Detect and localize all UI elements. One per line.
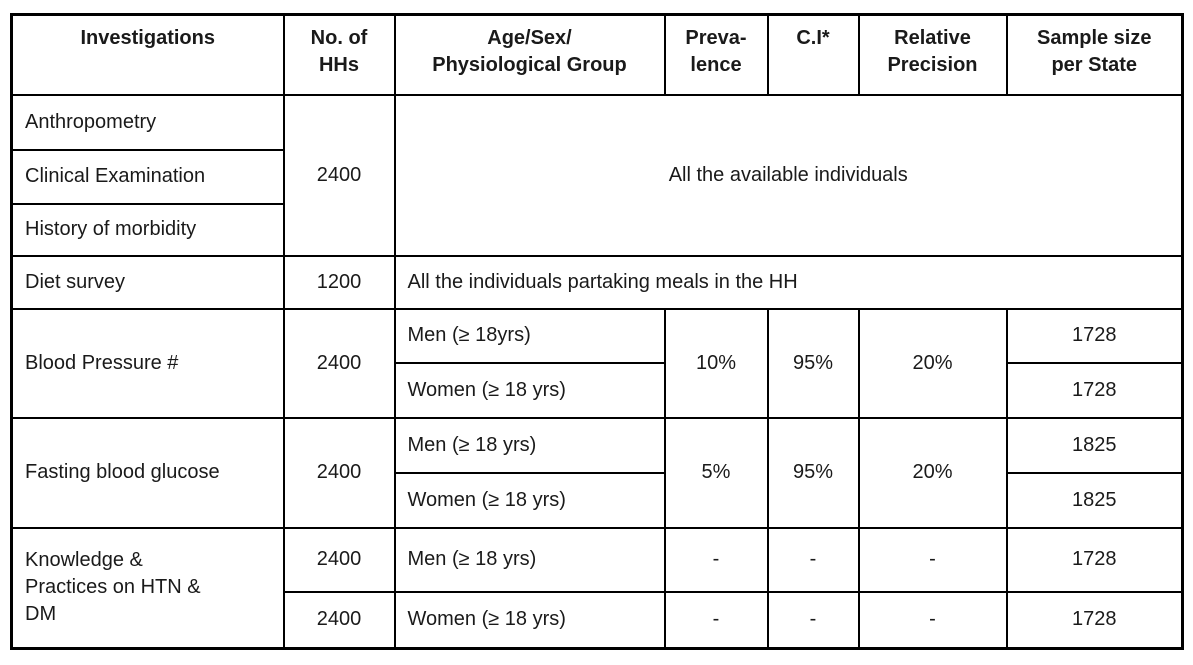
cell-investigation-knowledge-practices: Knowledge & Practices on HTN & DM [10, 526, 285, 650]
cell-group-blood-pressure-men: Men (≥ 18yrs) [393, 307, 666, 364]
cell-ci-knowledge-women: - [766, 590, 860, 650]
table-row-fasting-glucose-women: Women (≥ 18 yrs) 1825 [12, 471, 1184, 529]
cell-hhs-blood-pressure: 2400 [282, 307, 396, 419]
cell-prevalence-knowledge-men: - [663, 526, 769, 593]
cell-investigation-history-of-morbidity: History of morbidity [10, 202, 285, 257]
cell-prevalence-blood-pressure: 10% [663, 307, 769, 419]
cell-hhs-fasting-glucose: 2400 [282, 416, 396, 529]
cell-investigation-clinical-examination: Clinical Examination [10, 148, 285, 205]
cell-relative-precision-fasting-glucose: 20% [857, 416, 1008, 529]
table-row-history-of-morbidity: History of morbidity [10, 202, 1183, 257]
cell-hhs-diet-survey: 1200 [282, 254, 396, 310]
table-row-blood-pressure-women: Women (≥ 18 yrs) 1728 [12, 361, 1184, 419]
col-header-ci: C.I* [766, 13, 860, 96]
cell-investigation-anthropometry: Anthropometry [10, 93, 285, 151]
col-header-sample-size: Sample size per State [1005, 13, 1184, 96]
cell-hhs-knowledge-men: 2400 [282, 526, 396, 593]
cell-ci-fasting-glucose: 95% [766, 416, 860, 529]
cell-relative-precision-knowledge-women: - [857, 590, 1008, 650]
cell-investigation-blood-pressure: Blood Pressure # [10, 307, 285, 419]
cell-group-fasting-glucose-women: Women (≥ 18 yrs) [393, 471, 666, 529]
cell-prevalence-fasting-glucose: 5% [663, 416, 769, 529]
table-row-blood-pressure-men: Blood Pressure # 2400 Men (≥ 18yrs) 10% … [10, 307, 1184, 419]
table-row-fasting-glucose-men: Fasting blood glucose 2400 Men (≥ 18 yrs… [10, 416, 1184, 529]
col-header-prevalence: Preva- lence [663, 13, 769, 96]
col-header-investigations: Investigations [10, 13, 285, 96]
table-row-diet-survey: Diet survey 1200 All the individuals par… [10, 254, 1184, 310]
table-row-knowledge-men: Knowledge & Practices on HTN & DM 2400 M… [10, 526, 1184, 650]
cell-prevalence-knowledge-women: - [663, 590, 769, 650]
cell-sample-size-blood-pressure-men: 1728 [1005, 307, 1184, 364]
cell-group-knowledge-women: Women (≥ 18 yrs) [393, 590, 666, 650]
col-header-age-sex-group: Age/Sex/ Physiological Group [393, 13, 666, 96]
table-row-clinical-examination: Clinical Examination [10, 148, 1183, 205]
cell-investigation-diet-survey: Diet survey [10, 254, 285, 310]
cell-sample-size-knowledge-men: 1728 [1005, 526, 1184, 593]
cell-hhs-household-investigations: 2400 [282, 93, 396, 257]
cell-group-diet-survey: All the individuals partaking meals in t… [393, 254, 1184, 310]
col-header-relative-precision: Relative Precision [857, 13, 1008, 96]
cell-sample-size-knowledge-women: 1728 [1005, 590, 1184, 650]
cell-relative-precision-blood-pressure: 20% [857, 307, 1008, 419]
cell-hhs-knowledge-women: 2400 [282, 590, 396, 650]
cell-group-blood-pressure-women: Women (≥ 18 yrs) [393, 361, 666, 419]
cell-ci-knowledge-men: - [766, 526, 860, 593]
cell-investigation-fasting-glucose: Fasting blood glucose [10, 416, 285, 529]
cell-group-household-investigations: All the available individuals [393, 93, 1184, 257]
cell-relative-precision-knowledge-men: - [857, 526, 1008, 593]
cell-group-knowledge-men: Men (≥ 18 yrs) [393, 526, 666, 593]
cell-sample-size-blood-pressure-women: 1728 [1005, 361, 1184, 419]
cell-sample-size-fasting-glucose-men: 1825 [1005, 416, 1184, 474]
survey-sampling-table: Investigations No. of HHs Age/Sex/ Physi… [10, 13, 1184, 650]
cell-sample-size-fasting-glucose-women: 1825 [1005, 471, 1184, 529]
cell-ci-blood-pressure: 95% [766, 307, 860, 419]
header-row: Investigations No. of HHs Age/Sex/ Physi… [10, 13, 1184, 96]
cell-group-fasting-glucose-men: Men (≥ 18 yrs) [393, 416, 666, 474]
table-row-knowledge-women: 2400 Women (≥ 18 yrs) - - - 1728 [12, 590, 1184, 650]
table-row-anthropometry: Anthropometry 2400 All the available ind… [10, 93, 1184, 257]
col-header-no-of-hhs: No. of HHs [282, 13, 396, 96]
